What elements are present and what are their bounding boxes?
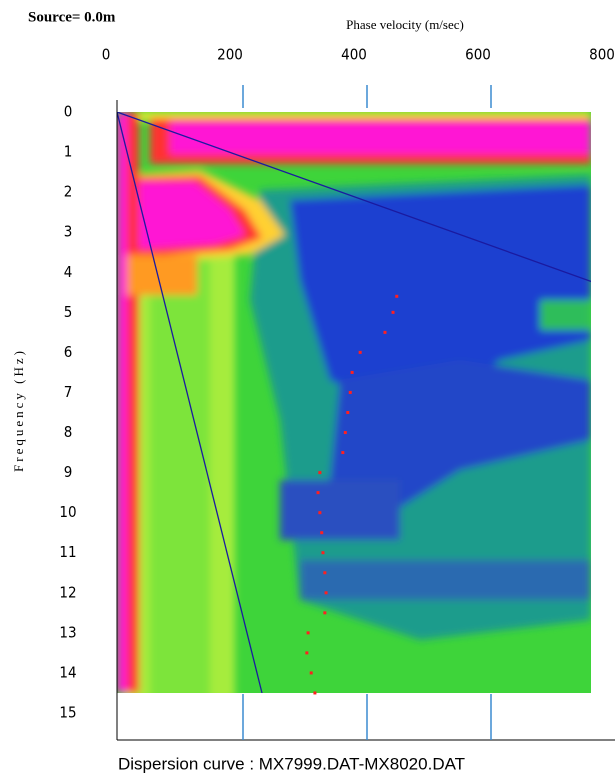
y-axis-label: Frequency (Hz) [11,348,26,472]
velocity-line [117,112,591,283]
dispersion-point [323,571,327,575]
y-tick-label: 11 [59,543,76,561]
dispersion-point [306,631,310,635]
y-tick-label: 1 [64,143,73,161]
caption: Dispersion curve : MX7999.DAT-MX8020.DAT [118,754,465,773]
x-tick-label: 0 [102,46,111,64]
dispersion-point [324,591,328,595]
y-tick-label: 10 [59,503,76,521]
y-tick-label: 2 [64,183,73,201]
dispersion-point [313,691,317,695]
dispersion-image [117,112,591,693]
dispersion-point [320,531,324,535]
dispersion-point [321,551,325,555]
dispersion-point [358,350,362,354]
dispersion-point [348,390,352,394]
y-tick-label: 12 [59,583,76,601]
y-tick-label: 14 [59,663,76,681]
x-axis-label: Phase velocity (m/sec) [346,17,464,32]
dispersion-point [346,411,350,414]
y-tick-label: 4 [64,263,73,281]
y-tick-label: 3 [64,223,73,241]
dispersion-point [350,370,354,374]
x-tick-label: 400 [341,46,367,64]
source-label: Source= 0.0m [28,9,116,25]
velocity-line [117,112,263,693]
y-tick-label: 8 [64,423,73,441]
dispersion-point [316,491,320,495]
y-tick-label: 5 [64,303,73,321]
y-tick-label: 13 [59,623,76,641]
y-tick-label: 7 [64,383,73,401]
dispersion-point [305,651,309,655]
dispersion-point [395,294,399,298]
x-tick-label: 800 [589,46,615,64]
y-tick-label: 15 [59,704,76,722]
x-tick-label: 200 [217,46,243,64]
y-tick-label: 6 [64,343,73,361]
dispersion-point [318,471,322,475]
dispersion-point [391,310,395,314]
dispersion-point [383,330,387,334]
y-tick-label: 0 [64,103,73,121]
dispersion-point [318,511,322,515]
y-tick-label: 9 [64,463,73,481]
dispersion-point [343,431,347,435]
dispersion-point [309,671,313,675]
dispersion-point [341,451,345,455]
dispersion-point [323,611,327,615]
x-tick-label: 600 [465,46,491,64]
